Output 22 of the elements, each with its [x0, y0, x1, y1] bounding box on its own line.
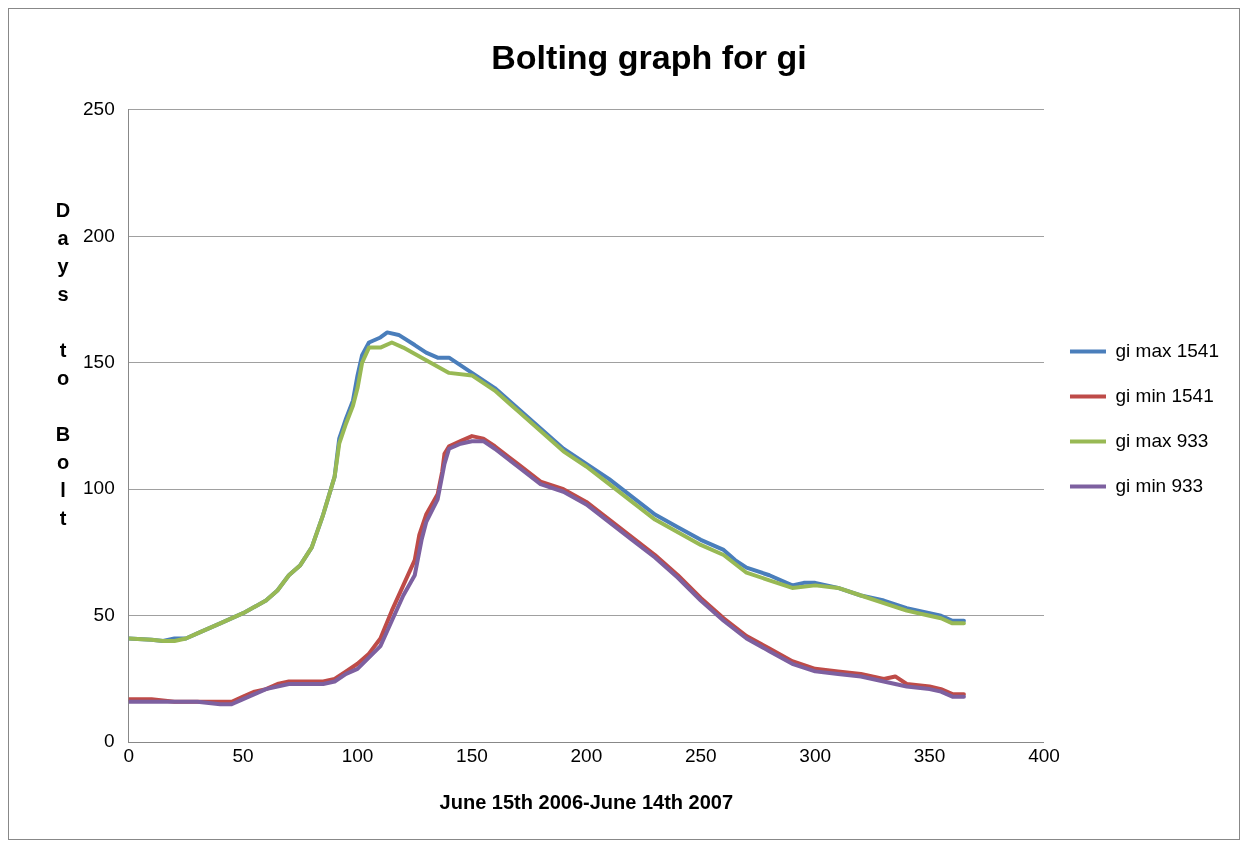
x-tick-label: 150	[456, 744, 488, 766]
legend-label: gi min 933	[1115, 474, 1204, 496]
chart-title: Bolting graph for gi	[491, 37, 807, 76]
y-axis-title: Days to Bolt	[52, 199, 74, 535]
x-tick-label: 300	[799, 744, 832, 766]
x-tick-label: 400	[1028, 744, 1060, 766]
legend-label: gi max 1541	[1115, 339, 1220, 361]
y-tick-label: 150	[83, 350, 115, 372]
x-tick-label: 350	[913, 744, 946, 766]
x-tick-label: 250	[684, 744, 717, 766]
legend-label: gi max 933	[1115, 429, 1209, 451]
x-axis-title: June 15th 2006-June 14th 2007	[439, 790, 734, 813]
x-tick-label: 200	[570, 744, 603, 766]
y-tick-label: 200	[83, 224, 115, 246]
y-tick-label: 0	[104, 730, 115, 752]
y-tick-label: 50	[93, 603, 115, 625]
legend-label: gi min 1541	[1115, 384, 1214, 406]
x-tick-label: 0	[123, 744, 134, 766]
x-tick-label: 50	[232, 744, 254, 766]
x-tick-label: 100	[341, 744, 374, 766]
y-tick-label: 100	[83, 477, 115, 499]
y-tick-label: 250	[83, 98, 115, 120]
